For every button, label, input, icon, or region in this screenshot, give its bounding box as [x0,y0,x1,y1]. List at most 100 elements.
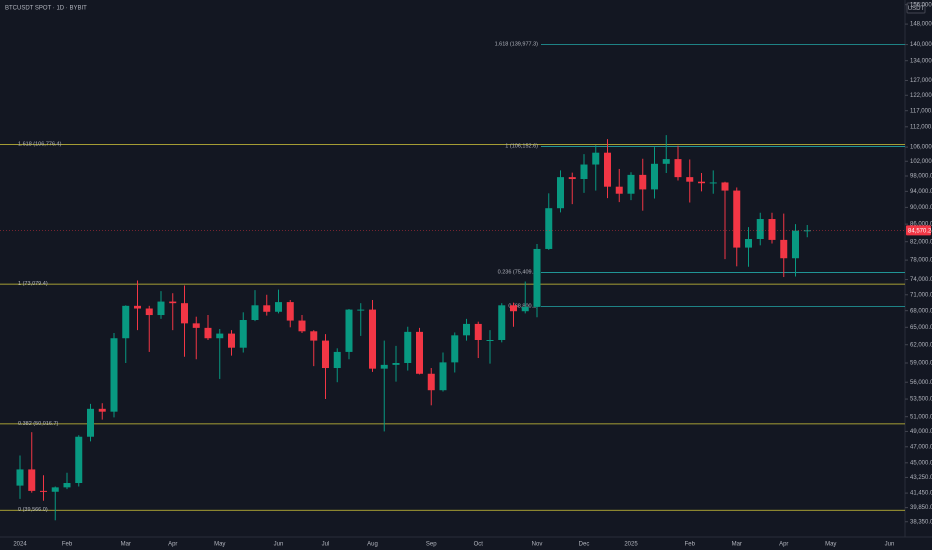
candle-body [803,230,811,232]
candle-body [592,152,600,165]
y-tick-label: 122,000.0 [910,93,932,99]
candle-body [580,164,588,180]
x-tick-label: May [825,542,836,548]
y-tick-label: 148,000.0 [910,22,932,28]
y-tick-label: 53,500.0 [910,397,932,403]
candle-body [521,306,529,312]
y-tick-label: 65,000.0 [910,325,932,331]
candle-body [733,190,741,248]
y-tick-label: 68,000.0 [910,308,932,314]
candle-body [28,469,36,491]
candle-body [134,305,141,309]
candle-body [674,159,682,178]
candle-body [780,239,788,259]
x-tick-label: Apr [168,542,177,548]
candle-body [322,340,329,369]
candle-body [474,323,482,340]
y-tick-label: 47,000.0 [910,444,932,450]
candle-body [557,177,564,209]
y-tick-label: 156,000.0 [910,2,932,8]
candle-body [110,338,118,412]
candle-body [533,248,541,307]
y-tick-label: 74,000.0 [910,277,932,283]
fib-level-label: 1.618 (139,977.3) [495,42,539,48]
candle-body [157,301,165,316]
x-tick-label: Feb [62,542,73,548]
candle-body [768,219,776,240]
y-tick-label: 82,000.0 [910,239,932,245]
fib-level-label: 0.236 (75,409.2) [498,270,539,276]
candle-body [439,362,447,391]
candle-body [639,174,647,190]
x-tick-label: Feb [685,542,696,548]
candle-body [122,305,130,339]
candle-body [792,230,799,259]
x-tick-label: Sep [426,542,437,548]
candle-body [463,323,470,336]
candle-body [392,362,400,365]
currency-box[interactable] [906,2,926,14]
candle-body [745,239,752,248]
candle-body [545,208,553,249]
y-tick-label: 90,000.0 [910,205,932,211]
x-tick-label: 2025 [624,542,638,548]
candle-body [310,331,318,341]
candle-body [192,323,200,328]
y-tick-label: 43,250.0 [910,475,932,481]
candle-body [75,436,83,484]
last-price-label: 84,570.24 [908,228,932,234]
candle-body [239,320,247,348]
y-tick-label: 56,000.0 [910,380,932,386]
fib-level-label: 1 (106,152.6) [505,144,538,150]
candle-body [369,309,376,369]
currency-label[interactable]: USDT [908,6,925,12]
y-tick-label: 78,000.0 [910,258,932,264]
x-tick-label: Nov [532,542,543,548]
candle-body [40,490,47,492]
candle-body [416,331,423,374]
candle-body [486,339,494,341]
candle-body [721,182,729,191]
x-tick-label: Jul [322,542,330,548]
fib-level-label: 1 (73,079.4) [18,281,48,287]
candle-body [204,327,212,339]
x-tick-label: Apr [779,542,788,548]
candle-body [228,333,235,348]
candle-body [686,177,694,182]
y-tick-label: 112,000.0 [910,124,932,130]
last-price-box [906,225,931,236]
candle-body [604,152,611,187]
y-tick-label: 94,000.0 [910,189,932,195]
candle-body [16,469,24,486]
y-tick-label: 62,000.0 [910,342,932,348]
candle-body [427,373,435,391]
candle-body [756,219,764,240]
candle-body [698,181,705,184]
x-tick-label: Dec [579,542,590,548]
candle-body [357,309,365,311]
x-tick-label: Oct [474,542,484,548]
candle-body [662,159,670,164]
candle-body [51,487,59,492]
candle-body [615,186,623,194]
candle-body [345,309,353,352]
x-tick-label: Jun [274,542,284,548]
candle-body [286,302,294,321]
fib-level-label: 0 (68,800.2) [508,303,538,309]
candle-body [275,302,282,312]
x-tick-label: Aug [367,542,378,548]
candle-body [87,408,94,437]
x-tick-label: Jun [885,542,895,548]
fib-level-label: 0 (39,566.0) [18,507,48,513]
candle-body [380,364,388,369]
y-tick-label: 41,450.0 [910,491,932,497]
candle-body [709,182,717,184]
candle-body [63,483,71,488]
y-tick-label: 71,000.0 [910,292,932,298]
y-tick-label: 39,850.0 [910,505,932,511]
candle-body [651,163,658,190]
y-tick-label: 102,000.0 [910,159,932,165]
